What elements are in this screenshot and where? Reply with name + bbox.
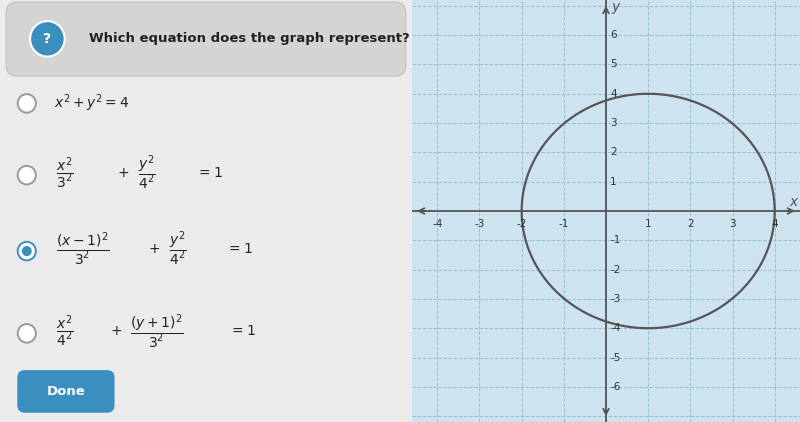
- Circle shape: [18, 94, 36, 113]
- Text: 1: 1: [645, 219, 651, 229]
- Circle shape: [18, 166, 36, 184]
- Text: 4: 4: [610, 89, 617, 99]
- Text: $\dfrac{x^2}{4^2}$: $\dfrac{x^2}{4^2}$: [56, 314, 74, 349]
- Circle shape: [18, 242, 36, 260]
- Text: Which equation does the graph represent?: Which equation does the graph represent?: [89, 32, 410, 45]
- Text: $\dfrac{(y+1)^2}{3^2}$: $\dfrac{(y+1)^2}{3^2}$: [130, 312, 183, 351]
- Text: $+$: $+$: [148, 242, 161, 256]
- Text: $= 1$: $= 1$: [196, 166, 222, 180]
- Text: x: x: [790, 195, 798, 208]
- Text: -6: -6: [610, 382, 621, 392]
- Text: $\dfrac{x^2}{3^2}$: $\dfrac{x^2}{3^2}$: [56, 155, 74, 191]
- Text: $\dfrac{y^2}{4^2}$: $\dfrac{y^2}{4^2}$: [138, 154, 156, 192]
- Text: 2: 2: [610, 147, 617, 157]
- Text: -2: -2: [610, 265, 621, 275]
- Text: 1: 1: [610, 177, 617, 187]
- Text: -3: -3: [474, 219, 485, 229]
- Circle shape: [18, 324, 36, 343]
- Text: -1: -1: [610, 235, 621, 245]
- Circle shape: [22, 246, 32, 256]
- Text: $\dfrac{y^2}{4^2}$: $\dfrac{y^2}{4^2}$: [169, 230, 187, 268]
- Text: $x^2 + y^2 = 4$: $x^2 + y^2 = 4$: [54, 92, 129, 114]
- Text: Done: Done: [46, 385, 86, 398]
- Circle shape: [30, 21, 65, 57]
- Text: $= 1$: $= 1$: [229, 324, 255, 338]
- Text: 2: 2: [687, 219, 694, 229]
- Text: 4: 4: [771, 219, 778, 229]
- Text: 5: 5: [610, 60, 617, 70]
- Text: $+$: $+$: [118, 166, 130, 180]
- Text: $\dfrac{(x-1)^2}{3^2}$: $\dfrac{(x-1)^2}{3^2}$: [56, 230, 110, 268]
- Text: -4: -4: [432, 219, 442, 229]
- Text: 6: 6: [610, 30, 617, 40]
- Text: -3: -3: [610, 294, 621, 304]
- Text: -4: -4: [610, 323, 621, 333]
- FancyBboxPatch shape: [18, 370, 114, 413]
- FancyBboxPatch shape: [6, 2, 406, 76]
- Text: y: y: [611, 0, 619, 14]
- Text: -1: -1: [558, 219, 569, 229]
- Text: $+$: $+$: [110, 324, 122, 338]
- Text: 3: 3: [730, 219, 736, 229]
- Text: 3: 3: [610, 118, 617, 128]
- Text: -2: -2: [517, 219, 527, 229]
- Text: ?: ?: [43, 32, 51, 46]
- Text: $= 1$: $= 1$: [226, 242, 253, 256]
- Text: -5: -5: [610, 352, 621, 362]
